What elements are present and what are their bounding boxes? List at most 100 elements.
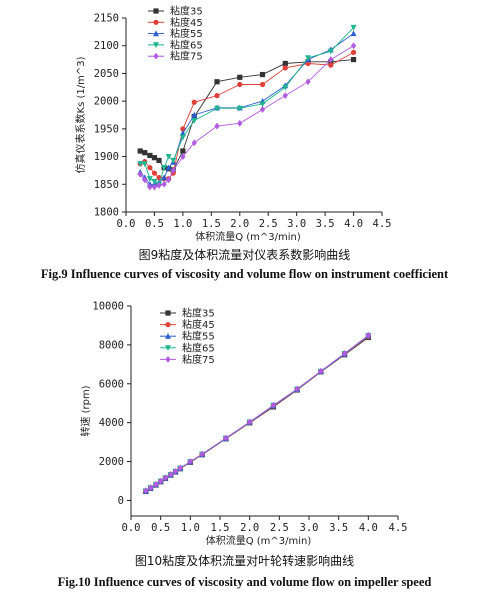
- y-tick-label: 6000: [99, 378, 124, 390]
- data-point: [214, 79, 220, 85]
- data-point: [259, 101, 266, 108]
- series-2: [137, 49, 357, 182]
- data-point: [137, 148, 143, 154]
- x-tick-label: 0.5: [145, 218, 164, 230]
- legend-label: 粘度45: [170, 16, 203, 29]
- data-point: [168, 470, 174, 478]
- x-axis-label: 体积流量Q (m^3/min): [206, 534, 312, 547]
- y-tick-label: 1900: [94, 151, 119, 163]
- data-point: [294, 385, 300, 393]
- figure-10: 0.0 0.5 1.0 1.5 2.0 2.5 3.0 3.5 4.0 4.5 0 2000 4000 6…: [0, 296, 489, 600]
- data-point: [170, 157, 177, 164]
- data-point: [161, 165, 168, 171]
- legend-label: 粘度35: [182, 307, 215, 320]
- data-point: [350, 49, 357, 55]
- data-point: [236, 105, 243, 112]
- y-tick-label: 2000: [99, 456, 124, 468]
- data-point: [147, 183, 153, 191]
- data-point: [165, 164, 172, 171]
- data-point: [350, 30, 357, 37]
- figure-10-caption-en: Fig.10 Influence curves of viscosity and…: [57, 575, 432, 589]
- x-tick-label: 0.0: [122, 522, 141, 534]
- data-point: [191, 99, 197, 105]
- data-point: [142, 176, 148, 184]
- data-point: [237, 119, 243, 127]
- data-point: [187, 458, 193, 465]
- data-point: [282, 92, 288, 99]
- x-tick-label: 4.0: [344, 218, 363, 230]
- legend-label: 粘度65: [170, 38, 203, 51]
- data-point: [282, 60, 288, 67]
- legend-marker: [165, 333, 171, 339]
- x-tick-label: 3.5: [329, 522, 348, 534]
- data-point: [170, 167, 176, 174]
- data-point: [151, 155, 158, 161]
- y-tick-label: 2100: [94, 40, 119, 52]
- data-point: [151, 178, 158, 185]
- y-tick-label: 2000: [94, 96, 119, 108]
- data-point: [305, 55, 312, 62]
- data-point: [161, 174, 168, 181]
- data-point: [237, 74, 243, 80]
- x-tick-label: 4.5: [373, 218, 392, 230]
- data-point: [328, 56, 334, 63]
- data-point: [177, 464, 183, 472]
- y-axis-label: 转速 (rpm): [79, 385, 92, 436]
- legend-marker: [153, 52, 159, 60]
- series-line: [139, 45, 354, 188]
- data-point: [147, 165, 153, 171]
- chart-9: 0.0 0.5 1.0 1.5 2.0 2.5 3.0 3.5 4.0 4.5 1800 1850 19…: [74, 5, 392, 244]
- x-tick-label: 1.0: [173, 218, 192, 230]
- data-point: [142, 150, 148, 156]
- data-point: [141, 161, 148, 167]
- y-tick-label: 1950: [94, 123, 119, 135]
- y-tick-label: 8000: [99, 339, 124, 351]
- data-point: [214, 105, 221, 112]
- y-axis-label: 仿真仪表系数Ks (1/m^3): [74, 56, 87, 173]
- legend-marker: [165, 345, 171, 351]
- series-4: [137, 24, 357, 188]
- data-point: [214, 93, 220, 99]
- data-point: [199, 450, 205, 458]
- legend-marker: [153, 8, 159, 14]
- data-point: [143, 487, 149, 495]
- data-point: [282, 84, 289, 91]
- series-5: [137, 42, 357, 191]
- data-point: [156, 181, 162, 189]
- data-point: [365, 331, 371, 339]
- x-axis-label: 体积流量Q (m^3/min): [195, 230, 301, 243]
- data-point: [342, 350, 348, 357]
- figure-10-caption-cn: 图10粘度及体积流量对叶轮转速影响曲线: [134, 554, 355, 568]
- y-tick-label: 2150: [94, 13, 119, 25]
- legend-marker: [165, 356, 171, 363]
- legend-label: 粘度75: [170, 50, 203, 63]
- x-tick-label: 4.0: [359, 522, 378, 534]
- legend-label: 粘度65: [182, 341, 215, 354]
- data-point: [305, 78, 311, 86]
- data-point: [350, 24, 357, 31]
- legend-label: 粘度55: [170, 27, 203, 40]
- data-point: [180, 148, 186, 154]
- data-point: [147, 152, 153, 159]
- legend-label: 粘度75: [182, 353, 215, 366]
- data-point: [191, 139, 197, 147]
- data-point: [259, 106, 266, 113]
- data-point: [328, 62, 334, 68]
- x-tick-label: 0.5: [151, 522, 170, 534]
- x-tick-label: 2.5: [270, 522, 289, 534]
- y-tick-label: 2050: [94, 68, 119, 80]
- data-point: [180, 153, 186, 160]
- data-point: [191, 117, 198, 124]
- legend-marker: [153, 30, 159, 37]
- y-tick-label: 4000: [99, 417, 124, 429]
- legend-label: 粘度45: [182, 318, 215, 331]
- y-tick-label: 0: [118, 495, 124, 507]
- data-point: [350, 42, 357, 50]
- series-line: [140, 59, 354, 171]
- data-point: [223, 434, 229, 442]
- data-point: [147, 484, 154, 492]
- data-point: [151, 183, 158, 191]
- data-point: [237, 81, 243, 88]
- x-tick-label: 1.0: [181, 522, 200, 534]
- x-tick-label: 0.0: [117, 218, 136, 230]
